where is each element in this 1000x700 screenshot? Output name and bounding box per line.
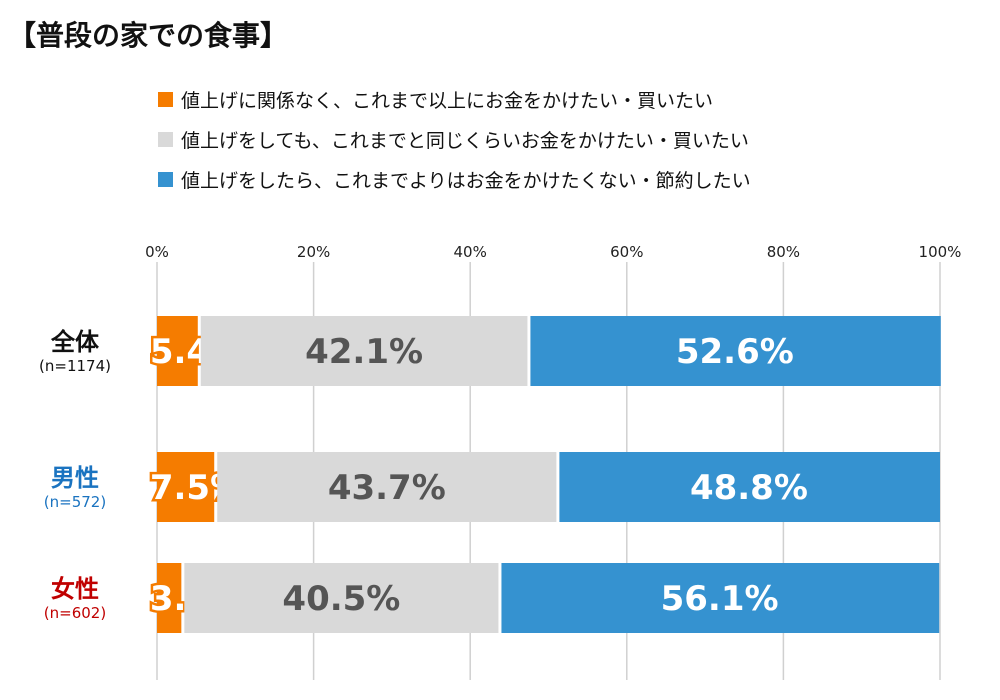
data-label: 40.5% bbox=[282, 579, 400, 619]
category-label: 女性 (n=602) bbox=[43, 575, 107, 622]
data-label: 43.7% bbox=[328, 468, 446, 508]
bar-segment bbox=[559, 452, 940, 522]
data-label: 42.1% bbox=[305, 332, 423, 372]
data-label: 48.8% bbox=[690, 468, 808, 508]
legend-swatch bbox=[158, 132, 173, 147]
legend-label: 値上げをしても、これまでと同じくらいお金をかけたい・買いたい bbox=[181, 130, 749, 152]
x-tick-label: 20% bbox=[297, 243, 330, 261]
bar-segment bbox=[184, 563, 499, 633]
x-tick-label: 40% bbox=[454, 243, 487, 261]
chart-title: 【普段の家での食事】 bbox=[8, 19, 289, 52]
x-tick-label: 100% bbox=[919, 243, 962, 261]
x-tick-label: 60% bbox=[610, 243, 643, 261]
legend-swatch bbox=[158, 172, 173, 187]
category-label: 全体 (n=1174) bbox=[39, 328, 111, 375]
bar-segment bbox=[217, 452, 557, 522]
legend-label: 値上げに関係なく、これまで以上にお金をかけたい・買いたい bbox=[181, 90, 714, 112]
x-tick-label: 80% bbox=[767, 243, 800, 261]
x-tick-label: 0% bbox=[145, 243, 169, 261]
bar-segment bbox=[530, 316, 941, 386]
legend-item: 値上げをしたら、これまでよりはお金をかけたくない・節約したい bbox=[158, 166, 751, 193]
bar-segment bbox=[501, 563, 940, 633]
bar-segment bbox=[200, 316, 528, 386]
legend-label: 値上げをしたら、これまでよりはお金をかけたくない・節約したい bbox=[181, 170, 751, 192]
bar-segment bbox=[157, 316, 198, 386]
bar-segment bbox=[157, 452, 215, 522]
data-label: 52.6% bbox=[676, 332, 794, 372]
legend-item: 値上げをしても、これまでと同じくらいお金をかけたい・買いたい bbox=[158, 126, 749, 153]
data-label: 56.1% bbox=[661, 579, 779, 619]
legend-item: 値上げに関係なく、これまで以上にお金をかけたい・買いたい bbox=[158, 86, 713, 113]
category-label: 男性 (n=572) bbox=[43, 464, 107, 511]
legend-swatch bbox=[158, 92, 173, 107]
bar-segment bbox=[157, 563, 182, 633]
